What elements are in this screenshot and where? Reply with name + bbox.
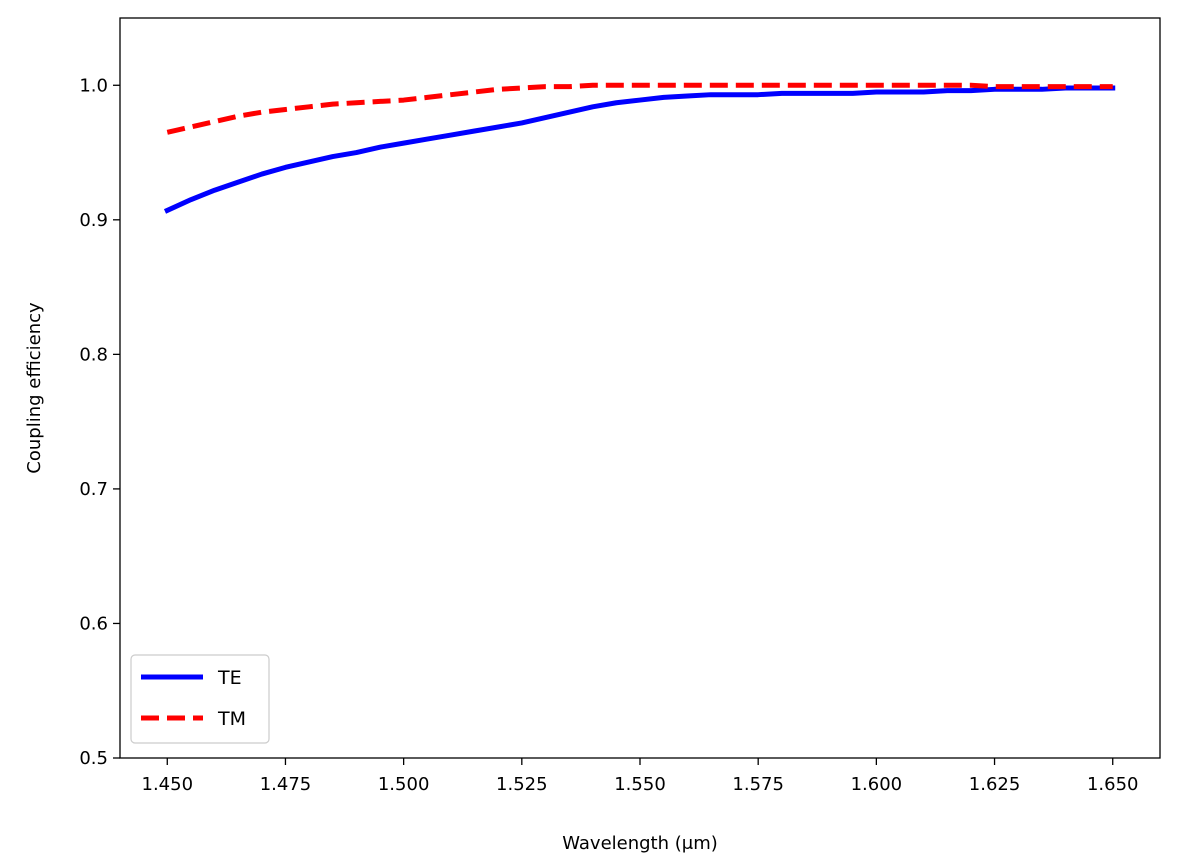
x-tick-label: 1.625 (969, 774, 1021, 795)
x-tick-label: 1.550 (614, 774, 666, 795)
y-axis-label: Coupling efficiency (24, 302, 45, 474)
y-tick-label: 0.8 (79, 344, 108, 365)
x-tick-label: 1.600 (851, 774, 903, 795)
x-tick-label: 1.525 (496, 774, 548, 795)
plot-area (119, 17, 1161, 759)
x-tick-label: 1.500 (378, 774, 430, 795)
legend-box (130, 654, 270, 744)
legend-label-te: TE (217, 667, 242, 689)
series-line-te (163, 85, 1116, 214)
x-tick-label: 1.575 (732, 774, 784, 795)
y-tick-label: 0.5 (79, 748, 108, 769)
legend: TE TM (130, 654, 270, 744)
y-axis-ticks: 0.5 0.6 0.7 0.8 0.9 1.0 (79, 75, 120, 769)
axes-frame (119, 17, 1161, 759)
x-axis-ticks: 1.450 1.475 1.500 1.525 1.550 1.575 1.600 1.625… (142, 758, 1139, 795)
y-tick-label: 1.0 (79, 75, 108, 96)
series-line-tm (166, 82, 1113, 135)
x-tick-label: 1.650 (1087, 774, 1139, 795)
x-tick-label: 1.475 (260, 774, 312, 795)
legend-label-tm: TM (217, 708, 246, 730)
x-axis-label: Wavelength (μm) (562, 833, 718, 854)
y-tick-label: 0.6 (79, 613, 108, 634)
y-tick-label: 0.7 (79, 479, 108, 500)
x-tick-label: 1.450 (142, 774, 194, 795)
y-tick-label: 0.9 (79, 210, 108, 231)
